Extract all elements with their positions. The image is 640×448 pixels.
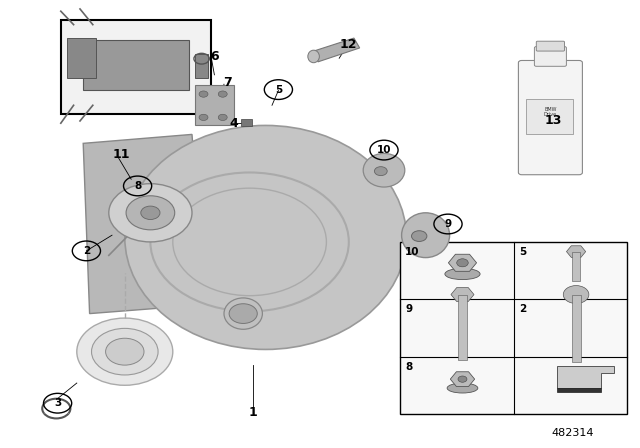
Ellipse shape xyxy=(308,50,319,63)
Circle shape xyxy=(199,114,208,121)
Text: 10: 10 xyxy=(405,246,420,257)
Text: BMW
Drive: BMW Drive xyxy=(544,107,557,117)
Text: 1: 1 xyxy=(248,405,257,419)
Circle shape xyxy=(412,231,427,241)
Circle shape xyxy=(218,91,227,97)
Bar xyxy=(195,54,208,78)
Bar xyxy=(526,99,573,134)
Text: 5: 5 xyxy=(275,85,282,95)
Circle shape xyxy=(458,376,467,382)
Ellipse shape xyxy=(402,213,450,258)
Polygon shape xyxy=(312,38,360,62)
Ellipse shape xyxy=(445,268,480,280)
Bar xyxy=(400,242,627,414)
Text: 13: 13 xyxy=(545,114,563,128)
Text: 2: 2 xyxy=(83,246,90,256)
Text: 5: 5 xyxy=(519,246,526,257)
Circle shape xyxy=(141,206,160,220)
Bar xyxy=(458,295,467,359)
Ellipse shape xyxy=(447,383,478,393)
Ellipse shape xyxy=(125,125,406,349)
Bar xyxy=(67,38,96,78)
FancyBboxPatch shape xyxy=(518,60,582,175)
Ellipse shape xyxy=(364,153,405,187)
Circle shape xyxy=(218,114,227,121)
Text: 10: 10 xyxy=(377,145,391,155)
Text: 3: 3 xyxy=(54,398,61,408)
Circle shape xyxy=(374,167,387,176)
Text: 7: 7 xyxy=(223,76,232,90)
Circle shape xyxy=(457,259,468,267)
Circle shape xyxy=(229,304,257,323)
Text: 9: 9 xyxy=(405,304,412,314)
Text: 8: 8 xyxy=(405,362,412,371)
FancyBboxPatch shape xyxy=(536,41,564,51)
Bar xyxy=(241,119,252,126)
Circle shape xyxy=(77,318,173,385)
Ellipse shape xyxy=(224,298,262,329)
Text: 8: 8 xyxy=(134,181,141,191)
Circle shape xyxy=(106,338,144,365)
Text: 4: 4 xyxy=(229,116,238,130)
Circle shape xyxy=(563,286,589,304)
Bar xyxy=(61,20,211,114)
Bar xyxy=(195,85,234,125)
Text: 6: 6 xyxy=(210,49,219,63)
Circle shape xyxy=(109,184,192,242)
Bar xyxy=(572,252,580,281)
Polygon shape xyxy=(83,134,205,314)
Text: 11: 11 xyxy=(113,148,131,161)
Bar xyxy=(572,295,580,362)
Bar xyxy=(83,40,189,90)
Circle shape xyxy=(92,328,158,375)
Text: 2: 2 xyxy=(519,304,526,314)
FancyBboxPatch shape xyxy=(534,47,566,66)
Text: 482314: 482314 xyxy=(552,428,594,438)
Text: 9: 9 xyxy=(444,219,452,229)
Polygon shape xyxy=(557,366,614,388)
Circle shape xyxy=(126,196,175,230)
Polygon shape xyxy=(557,388,602,392)
Text: 12: 12 xyxy=(340,38,358,52)
Circle shape xyxy=(199,91,208,97)
